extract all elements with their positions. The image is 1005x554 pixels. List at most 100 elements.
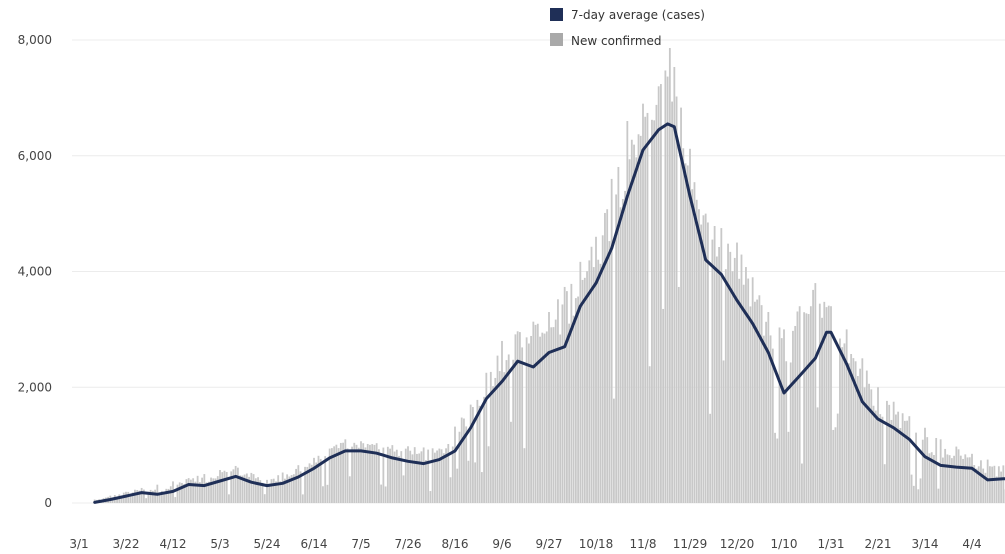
bar-new-confirmed — [743, 285, 745, 503]
bar-new-confirmed — [582, 280, 584, 503]
bar-new-confirmed — [235, 466, 237, 503]
bar-new-confirmed — [349, 476, 351, 503]
bar-new-confirmed — [841, 347, 843, 503]
bar-new-confirmed — [651, 120, 653, 503]
bar-new-confirmed — [177, 485, 179, 503]
bar-new-confirmed — [425, 460, 427, 503]
bar-new-confirmed — [902, 413, 904, 503]
bar-new-confirmed — [483, 397, 485, 503]
bar-new-confirmed — [611, 179, 613, 503]
bar-new-confirmed — [421, 451, 423, 503]
bar-new-confirmed — [409, 451, 411, 503]
bar-new-confirmed — [591, 247, 593, 503]
bar-new-confirmed — [154, 490, 156, 503]
bar-new-confirmed — [848, 363, 850, 503]
bar-new-confirmed — [192, 478, 194, 503]
bar-new-confirmed — [228, 494, 230, 503]
bar-new-confirmed — [347, 448, 349, 503]
legend-label-new-confirmed: New confirmed — [571, 34, 662, 48]
bar-new-confirmed — [432, 448, 434, 503]
x-tick-label: 11/29 — [673, 537, 708, 550]
bar-new-confirmed — [899, 428, 901, 503]
bar-new-confirmed — [844, 343, 846, 503]
x-tick-label: 9/27 — [536, 537, 563, 550]
bar-new-confirmed — [886, 401, 888, 503]
bar-new-confirmed — [647, 113, 649, 503]
x-tick-label: 7/5 — [351, 537, 370, 550]
bar-new-confirmed — [642, 104, 644, 503]
bar-new-confirmed — [575, 298, 577, 503]
bar-new-confirmed — [839, 339, 841, 503]
bar-new-confirmed — [564, 287, 566, 503]
bar-new-confirmed — [405, 449, 407, 503]
bar-new-confirmed — [958, 449, 960, 503]
bar-new-confirmed — [664, 70, 666, 503]
x-tick-label: 5/3 — [210, 537, 229, 550]
bar-new-confirmed — [792, 331, 794, 503]
bar-new-confirmed — [940, 439, 942, 503]
bar-new-confirmed — [709, 414, 711, 503]
bar-new-confirmed — [356, 445, 358, 503]
bar-new-confirmed — [752, 277, 754, 503]
bar-new-confirmed — [398, 456, 400, 503]
bar-new-confirmed — [318, 456, 320, 503]
bar-new-confirmed — [949, 455, 951, 503]
bar-new-confirmed — [385, 486, 387, 503]
bar-new-confirmed — [819, 304, 821, 503]
bar-new-confirmed — [188, 478, 190, 503]
bar-new-confirmed — [570, 284, 572, 503]
bar-new-confirmed — [814, 283, 816, 503]
bar-new-confirmed — [617, 167, 619, 503]
bar-new-confirmed — [454, 427, 456, 503]
bar-new-confirmed — [758, 295, 760, 503]
bar-new-confirmed — [358, 448, 360, 503]
bar-new-confirmed — [127, 492, 129, 503]
bar-new-confirmed — [993, 466, 995, 503]
bar-new-confirmed — [812, 290, 814, 503]
bar-new-confirmed — [926, 437, 928, 503]
bar-new-confirmed — [436, 451, 438, 503]
bar-new-confirmed — [499, 371, 501, 503]
bar-new-confirmed — [492, 386, 494, 503]
bar-new-confirmed — [452, 447, 454, 503]
bar-new-confirmed — [671, 102, 673, 503]
bar-new-confirmed — [344, 439, 346, 503]
bar-new-confirmed — [626, 121, 628, 503]
bar-new-confirmed — [915, 433, 917, 503]
bar-new-confirmed — [696, 200, 698, 503]
bar-new-confirmed — [219, 470, 221, 503]
bar-new-confirmed — [512, 360, 514, 503]
bar-new-confirmed — [711, 240, 713, 503]
bar-new-confirmed — [562, 304, 564, 503]
bar-new-confirmed — [888, 405, 890, 503]
bar-new-confirmed — [313, 458, 315, 503]
bar-new-confirmed — [685, 163, 687, 503]
x-tick-label: 7/26 — [395, 537, 422, 550]
bar-new-confirmed — [624, 191, 626, 503]
bar-new-confirmed — [351, 447, 353, 503]
bar-new-confirmed — [989, 466, 991, 503]
bar-new-confirmed — [302, 494, 304, 503]
bar-new-confirmed — [537, 324, 539, 503]
bar-new-confirmed — [470, 405, 472, 503]
x-tick-label: 12/20 — [720, 537, 755, 550]
bar-new-confirmed — [971, 454, 973, 503]
bar-new-confirmed — [282, 473, 284, 503]
bar-new-confirmed — [738, 279, 740, 503]
bar-new-confirmed — [877, 387, 879, 503]
bar-new-confirmed — [494, 378, 496, 503]
bar-new-confirmed — [418, 453, 420, 503]
bar-new-confirmed — [566, 291, 568, 503]
bar-new-confirmed — [407, 446, 409, 503]
bar-new-confirmed — [515, 334, 517, 503]
bar-new-confirmed — [414, 447, 416, 503]
bar-new-confirmed — [938, 489, 940, 503]
bar-new-confirmed — [266, 480, 268, 503]
bar-new-confirmed — [640, 136, 642, 503]
bar-new-confirmed — [644, 117, 646, 503]
x-tick-label: 3/14 — [912, 537, 939, 550]
bar-new-confirmed — [774, 433, 776, 503]
bar-new-confirmed — [327, 485, 329, 503]
bar-new-confirmed — [794, 326, 796, 503]
